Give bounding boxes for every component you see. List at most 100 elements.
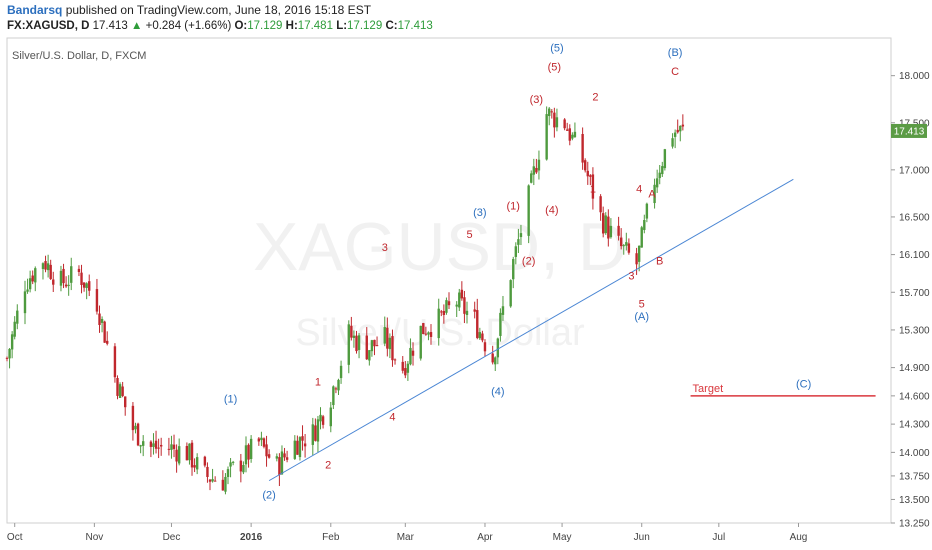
axes[interactable]: 13.250 13.500 13.750 14.000 14.300 14.600 14.9… [7, 71, 930, 543]
wave-label: (A) [634, 311, 649, 323]
candles[interactable] [5, 106, 685, 495]
candle-body [401, 361, 404, 371]
y-tick-label: 14.600 [899, 391, 930, 402]
candle-body [159, 444, 163, 447]
candle-body [23, 291, 27, 314]
y-tick-label: 15.700 [899, 288, 930, 299]
candle-body [152, 443, 155, 447]
candle-body [177, 446, 181, 464]
candle-body [296, 440, 299, 455]
candle-body [121, 386, 124, 396]
candle-body [571, 134, 574, 139]
candle-body [473, 309, 476, 312]
candle-body [242, 464, 245, 473]
wave-labels: (1) (2) (3) (4) (5) (A) (B) (C) 1 2 3 4 5 (1) (2) (3) (4… [224, 42, 811, 501]
candle-body [319, 414, 322, 422]
candle-body [157, 447, 160, 449]
candle-body [679, 125, 682, 132]
target-label: Target [693, 383, 724, 395]
wave-label: (C) [796, 379, 811, 391]
candle-body [49, 264, 52, 279]
candle-body [422, 323, 425, 335]
candle-body [285, 457, 289, 460]
candle-body [5, 357, 9, 359]
candle-body [581, 134, 584, 163]
y-tick-label: 14.000 [899, 448, 930, 459]
candle-body [208, 479, 212, 482]
candle-body [131, 405, 135, 431]
candle-body [681, 124, 685, 127]
candle-body [170, 444, 173, 450]
x-tick-label: Mar [397, 532, 415, 543]
y-tick-label: 13.500 [899, 495, 930, 506]
candle-body [671, 138, 674, 147]
symbol: FX:XAGUSD, D [7, 20, 90, 32]
wave-label: 2 [592, 91, 598, 103]
candle-body [568, 128, 571, 141]
candle-body [645, 203, 649, 219]
candle-body [188, 443, 191, 461]
candle-body [62, 268, 65, 284]
candle-body [445, 300, 448, 313]
x-tick-label: Aug [790, 532, 808, 543]
candle-body [483, 342, 487, 352]
x-tick-label: Jun [634, 532, 650, 543]
wave-label: A [648, 188, 656, 200]
drawings[interactable]: Target [268, 178, 876, 482]
candle-body [373, 339, 376, 347]
candle-body [278, 457, 281, 475]
high-value: 17.481 [297, 20, 333, 32]
candle-body [661, 166, 664, 175]
candle-body [637, 245, 641, 262]
wave-label: (1) [507, 201, 520, 213]
candle-body [589, 175, 592, 177]
candle-body [625, 242, 628, 246]
open-value: 17.129 [247, 20, 283, 32]
candle-body [555, 117, 559, 128]
wave-label: (1) [224, 394, 237, 406]
candle-body [95, 289, 99, 312]
plot-area [6, 37, 892, 524]
candle-body [298, 437, 302, 458]
candle-body [591, 174, 595, 199]
candle-body [437, 308, 440, 339]
candle-body [478, 332, 482, 339]
wave-label: 1 [315, 377, 321, 389]
candle-body [458, 292, 461, 308]
candle-body [607, 216, 610, 239]
candle-body [535, 167, 538, 173]
high-label: H: [285, 20, 298, 32]
candle-body [113, 346, 117, 378]
candle-body [206, 466, 209, 477]
candle-body [447, 301, 451, 306]
candle-body [247, 444, 250, 460]
candle-body [494, 357, 497, 365]
y-tick-label: 16.100 [899, 250, 930, 261]
candle-body [586, 170, 589, 177]
candle-body [643, 220, 646, 230]
x-tick-label: Apr [477, 532, 493, 543]
candle-body [599, 196, 602, 213]
wave-label: 5 [639, 299, 645, 311]
candle-body [517, 239, 520, 245]
candle-body [329, 407, 332, 427]
candle-body [617, 225, 620, 236]
candle-body [370, 340, 374, 352]
candle-body [429, 332, 433, 337]
candle-body [640, 227, 643, 248]
candle-body [70, 266, 73, 283]
candle-body [337, 379, 340, 391]
candle-body [514, 246, 518, 257]
candle-body [31, 275, 34, 282]
candle-body [545, 114, 548, 160]
candle-body [383, 327, 386, 344]
candle-body [609, 225, 613, 238]
candle-body [98, 313, 101, 325]
candle-body [604, 215, 607, 234]
author-link[interactable]: Bandarsq [7, 3, 63, 17]
change-value: +0.284 (+1.66%) [145, 20, 232, 32]
x-tick-label: Jul [712, 532, 725, 543]
candle-body [460, 289, 464, 299]
candle-body [334, 388, 338, 390]
